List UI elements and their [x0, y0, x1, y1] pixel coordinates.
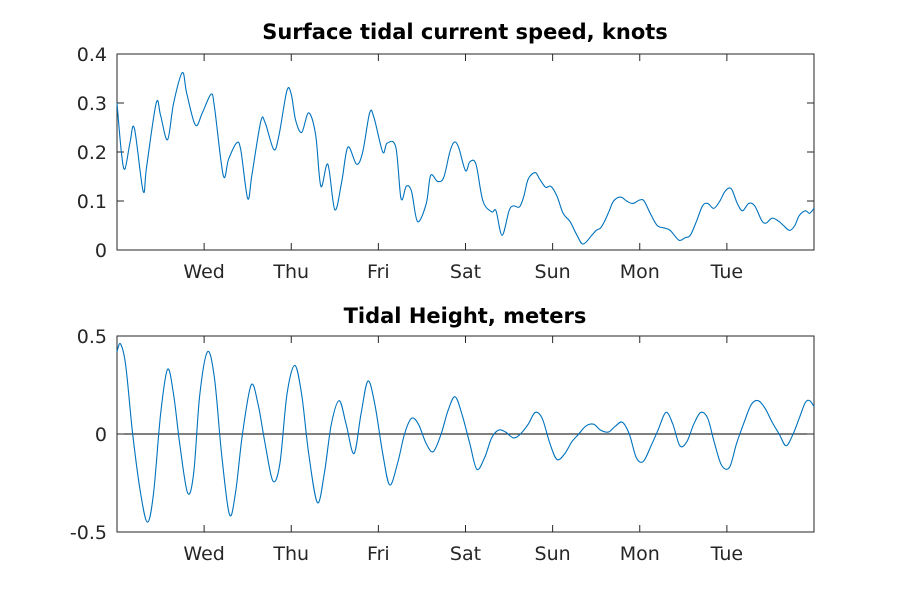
- current-speed-chart: Surface tidal current speed, knots 00.10…: [77, 20, 815, 283]
- current-speed-chart-title: Surface tidal current speed, knots: [262, 20, 668, 44]
- current-speed-y-tick-label: 0: [95, 240, 107, 262]
- tidal-height-y-tick-label: 0: [95, 424, 107, 446]
- current-speed-y-tick-label: 0.4: [77, 44, 107, 66]
- tidal-height-series-line: [116, 342, 815, 523]
- tidal-height-x-tick-label: Sat: [450, 543, 481, 565]
- current-speed-x-ticks: Wed Thu Fri Sat Sun Mon Tue: [183, 54, 743, 283]
- tidal-height-x-tick-label: Fri: [367, 543, 390, 565]
- tidal-height-chart-title: Tidal Height, meters: [344, 304, 587, 328]
- current-speed-x-tick-label: Wed: [183, 261, 224, 283]
- current-speed-series-line: [116, 72, 815, 245]
- current-speed-x-tick-label: Sun: [535, 261, 571, 283]
- tidal-height-series: [116, 342, 815, 523]
- current-speed-y-tick-label: 0.2: [77, 142, 107, 164]
- tidal-height-x-tick-label: Thu: [272, 543, 309, 565]
- tidal-height-x-tick-label: Wed: [183, 543, 224, 565]
- current-speed-x-tick-label: Sat: [450, 261, 481, 283]
- current-speed-y-tick-label: 0.1: [77, 191, 107, 213]
- tidal-height-y-ticks: -0.5 0 0.5: [70, 326, 814, 544]
- tidal-height-y-tick-label: 0.5: [77, 326, 107, 348]
- current-speed-y-tick-label: 0.3: [77, 93, 107, 115]
- tidal-height-x-ticks: Wed Thu Fri Sat Sun Mon Tue: [183, 336, 743, 565]
- current-speed-series: [116, 72, 815, 245]
- current-speed-x-tick-label: Tue: [710, 261, 743, 283]
- tidal-height-chart: Tidal Height, meters -0.5 0 0.5 Wed Thu Fri S…: [70, 304, 815, 565]
- current-speed-x-tick-label: Thu: [272, 261, 309, 283]
- tidal-height-x-tick-label: Sun: [535, 543, 571, 565]
- current-speed-x-tick-label: Fri: [367, 261, 390, 283]
- tidal-height-x-tick-label: Mon: [620, 543, 660, 565]
- current-speed-plot-area: [116, 53, 815, 251]
- current-speed-y-ticks: 0 0.1 0.2 0.3 0.4: [77, 44, 814, 262]
- current-speed-x-tick-label: Mon: [620, 261, 660, 283]
- tidal-height-x-tick-label: Tue: [710, 543, 743, 565]
- tidal-height-y-tick-label: -0.5: [70, 522, 107, 544]
